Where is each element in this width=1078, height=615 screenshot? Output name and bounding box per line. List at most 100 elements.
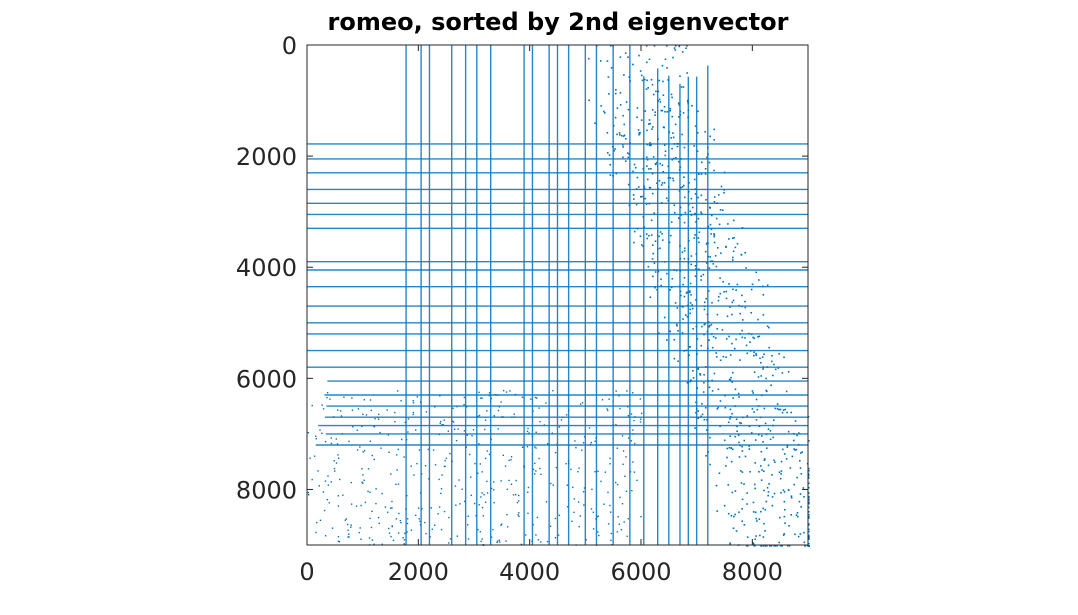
scatter-point bbox=[350, 503, 353, 505]
scatter-point bbox=[679, 290, 682, 293]
scatter-point bbox=[599, 60, 602, 62]
scatter-point bbox=[421, 507, 423, 510]
scatter-point bbox=[731, 448, 734, 451]
scatter-point bbox=[778, 471, 781, 474]
scatter-point bbox=[410, 529, 413, 531]
scatter-point bbox=[770, 360, 773, 363]
scatter-point bbox=[686, 100, 689, 103]
scatter-point bbox=[632, 392, 634, 394]
scatter-point bbox=[628, 76, 631, 78]
scatter-point bbox=[515, 479, 517, 482]
scatter-point bbox=[757, 335, 759, 338]
scatter-point bbox=[656, 288, 658, 291]
scatter-point bbox=[696, 132, 699, 134]
scatter-point bbox=[706, 330, 709, 333]
scatter-point bbox=[630, 440, 633, 442]
scatter-point bbox=[725, 246, 727, 248]
scatter-point bbox=[672, 177, 674, 180]
scatter-point bbox=[363, 479, 365, 481]
scatter-point bbox=[713, 241, 716, 244]
scatter-point bbox=[506, 526, 509, 528]
scatter-point bbox=[331, 527, 334, 529]
scatter-point bbox=[703, 323, 706, 326]
scatter-point bbox=[326, 392, 329, 394]
scatter-point bbox=[616, 447, 619, 449]
scatter-point bbox=[684, 211, 687, 214]
scatter-point bbox=[808, 516, 810, 518]
scatter-point bbox=[713, 234, 716, 236]
scatter-point bbox=[717, 388, 720, 391]
scatter-point bbox=[570, 468, 572, 471]
scatter-point bbox=[739, 312, 741, 315]
scatter-point bbox=[451, 460, 453, 463]
scatter-point bbox=[640, 119, 643, 121]
scatter-point bbox=[755, 352, 757, 355]
scatter-point bbox=[769, 429, 772, 432]
scatter-point bbox=[315, 435, 317, 437]
scatter-point bbox=[581, 449, 583, 451]
scatter-point bbox=[326, 498, 329, 501]
scatter-point bbox=[734, 435, 737, 438]
scatter-point bbox=[796, 476, 798, 479]
scatter-point bbox=[741, 450, 744, 452]
scatter-point bbox=[689, 380, 692, 383]
scatter-point bbox=[613, 149, 616, 152]
scatter-point bbox=[494, 394, 496, 396]
scatter-point bbox=[441, 474, 443, 476]
scatter-point bbox=[715, 265, 718, 268]
scatter-point bbox=[693, 178, 696, 181]
scatter-point bbox=[750, 333, 753, 336]
scatter-point bbox=[625, 490, 628, 493]
scatter-point bbox=[490, 397, 492, 400]
scatter-point bbox=[419, 524, 422, 526]
scatter-point bbox=[808, 510, 810, 513]
scatter-point bbox=[642, 168, 644, 170]
scatter-point bbox=[633, 230, 636, 233]
scatter-point bbox=[405, 438, 408, 441]
scatter-point bbox=[746, 545, 749, 547]
scatter-point bbox=[790, 495, 793, 498]
scatter-point bbox=[348, 536, 350, 538]
scatter-point bbox=[728, 283, 730, 285]
scatter-point bbox=[691, 104, 693, 107]
scatter-point bbox=[464, 500, 466, 503]
scatter-point bbox=[490, 536, 493, 538]
scatter-point bbox=[412, 411, 415, 414]
scatter-point bbox=[538, 457, 540, 460]
scatter-point bbox=[624, 475, 626, 478]
scatter-point bbox=[609, 504, 611, 507]
scatter-point bbox=[481, 397, 483, 399]
scatter-point bbox=[773, 363, 775, 366]
scatter-point bbox=[369, 399, 372, 401]
scatter-point bbox=[356, 429, 358, 431]
scatter-point bbox=[651, 244, 654, 246]
scatter-point bbox=[731, 313, 733, 316]
scatter-point bbox=[737, 392, 740, 395]
scatter-point bbox=[594, 122, 596, 124]
scatter-point bbox=[786, 446, 789, 448]
scatter-point bbox=[782, 534, 785, 536]
scatter-point bbox=[388, 451, 390, 453]
scatter-point bbox=[657, 100, 660, 102]
scatter-point bbox=[676, 145, 679, 148]
scatter-point bbox=[739, 470, 742, 472]
scatter-point bbox=[674, 302, 677, 304]
scatter-point bbox=[739, 333, 741, 335]
scatter-point bbox=[719, 292, 722, 295]
scatter-point bbox=[797, 535, 800, 538]
scatter-point bbox=[727, 512, 730, 515]
scatter-point bbox=[736, 425, 738, 428]
scatter-point bbox=[781, 411, 784, 414]
scatter-point bbox=[713, 235, 715, 238]
scatter-point bbox=[732, 250, 735, 253]
scatter-point bbox=[631, 490, 633, 492]
scatter-point bbox=[689, 346, 692, 348]
scatter-point bbox=[683, 295, 686, 298]
scatter-point bbox=[670, 93, 673, 96]
scatter-point bbox=[534, 396, 537, 399]
scatter-point bbox=[752, 541, 754, 544]
scatter-point bbox=[628, 204, 631, 207]
scatter-point bbox=[438, 506, 441, 508]
scatter-point bbox=[493, 502, 495, 504]
scatter-point bbox=[750, 432, 753, 434]
